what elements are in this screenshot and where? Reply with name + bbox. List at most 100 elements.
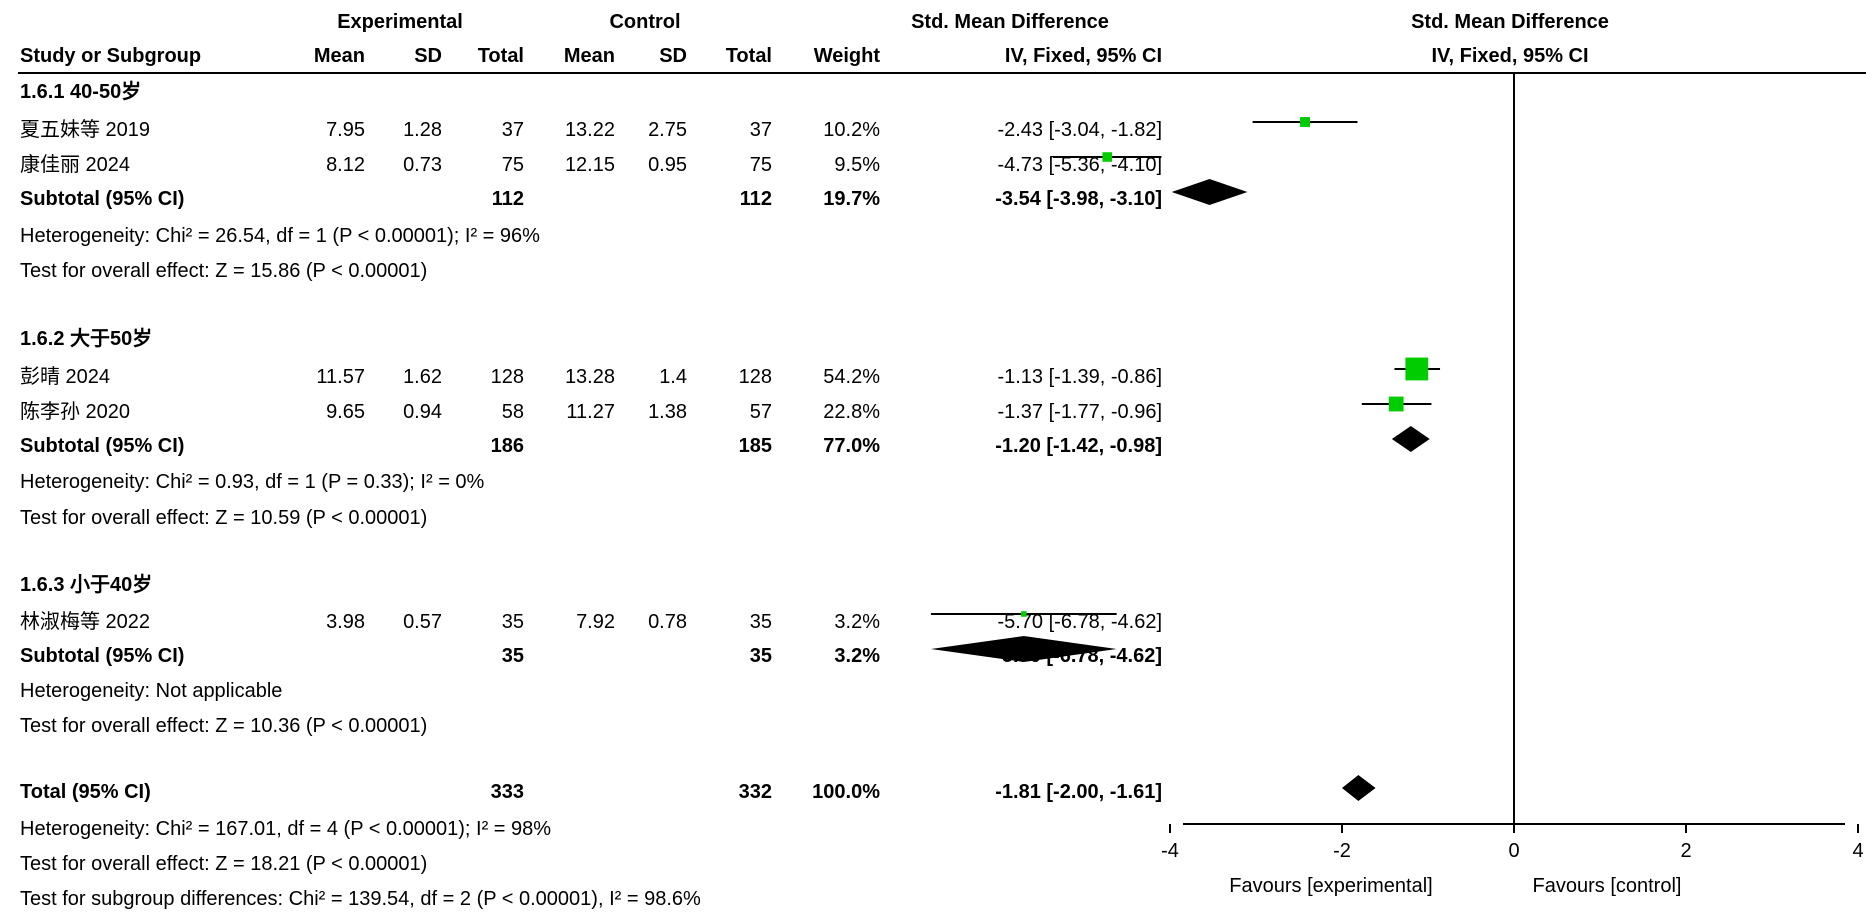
mean-c: 13.22 [564,119,615,141]
effect-ci: -1.13 [-1.39, -0.86] [997,366,1162,388]
sd-c: 0.95 [648,154,687,176]
effect-ci: -5.70 [-6.78, -4.62] [997,611,1162,633]
experimental-group-header: Experimental [337,11,463,33]
total-e: 37 [501,119,524,141]
subtotal-ci: -1.20 [-1.42, -0.98] [995,435,1162,457]
study-name: 夏五妹等 2019 [20,119,151,141]
sd-e: 0.94 [403,401,442,423]
study-point [1388,396,1404,412]
subtotal-label: Subtotal (95% CI) [20,435,185,457]
study-point [1300,117,1310,127]
sd-c: 2.75 [648,119,687,141]
sd-c-header: SD [659,45,687,67]
mean-e: 8.12 [326,154,365,176]
total-diamond [1342,775,1376,801]
study-name: 林淑梅等 2022 [20,611,151,633]
total-c: 57 [749,401,772,423]
study-name: 陈李孙 2020 [20,401,131,423]
total-e: 35 [501,611,524,633]
x-tick-label: -4 [1161,840,1179,862]
total-label: Total (95% CI) [20,781,151,803]
heterogeneity-text: Heterogeneity: Chi² = 26.54, df = 1 (P <… [20,225,540,247]
subtotal-total-e: 186 [490,435,524,457]
subgroup-title: 1.6.2 大于50岁 [20,328,153,350]
overall-effect-text: Test for overall effect: Z = 10.59 (P < … [20,507,428,529]
mean-e: 9.65 [326,401,365,423]
total-total-e: 333 [490,781,524,803]
effect-ci: -2.43 [-3.04, -1.82] [997,119,1162,141]
total-e: 128 [490,366,524,388]
total-c: 37 [749,119,772,141]
subtotal-weight: 3.2% [834,645,880,667]
subtotal-total-c: 35 [749,645,772,667]
sd-c: 1.38 [648,401,687,423]
subtotal-weight: 19.7% [823,188,880,210]
subtotal-total-e: 35 [501,645,524,667]
mean-c: 11.27 [566,401,615,423]
mean-c: 7.92 [576,611,615,633]
mean-e: 11.57 [316,366,365,388]
subtotal-label: Subtotal (95% CI) [20,645,185,667]
subgroup-differences-text: Test for subgroup differences: Chi² = 13… [20,888,701,910]
x-tick-label: -2 [1333,840,1351,862]
total-e: 58 [501,401,524,423]
weight: 54.2% [823,366,880,388]
weight: 3.2% [834,611,880,633]
study-point [1102,152,1112,162]
favours-control-label: Favours [control] [1533,875,1682,897]
total-c-header: Total [725,45,772,67]
sd-e: 1.28 [403,119,442,141]
effect-ci: -4.73 [-5.36, -4.10] [997,154,1162,176]
method-header-right: IV, Fixed, 95% CI [1431,45,1589,67]
mean-e: 7.95 [326,119,365,141]
total-c: 35 [749,611,772,633]
method-header-left: IV, Fixed, 95% CI [1004,45,1162,67]
weight: 22.8% [823,401,880,423]
weight: 9.5% [834,154,880,176]
sd-e: 1.62 [403,366,442,388]
subtotal-diamond [930,636,1117,662]
total-total-c: 332 [738,781,772,803]
weight-header: Weight [813,45,880,67]
mean-c: 12.15 [564,154,615,176]
sd-c: 0.78 [648,611,687,633]
x-tick-label: 2 [1680,840,1691,862]
mean-e-header: Mean [313,45,365,67]
effect-ci: -1.37 [-1.77, -0.96] [997,401,1162,423]
heterogeneity-text: Heterogeneity: Chi² = 0.93, df = 1 (P = … [20,471,485,493]
smd-header-left: Std. Mean Difference [911,11,1109,33]
study-name: 彭晴 2024 [20,366,111,388]
total-e: 75 [501,154,524,176]
weight: 10.2% [823,119,880,141]
favours-experimental-label: Favours [experimental] [1229,875,1432,897]
subtotal-total-e: 112 [491,188,524,210]
study-point [1405,357,1429,381]
sd-e: 0.57 [403,611,442,633]
subgroup-title: 1.6.3 小于40岁 [20,574,153,596]
sd-e-header: SD [414,45,442,67]
study-point [1021,611,1027,617]
study-name: 康佳丽 2024 [20,154,131,176]
mean-c-header: Mean [563,45,615,67]
total-ci: -1.81 [-2.00, -1.61] [995,781,1162,803]
sd-e: 0.73 [403,154,442,176]
total-heterogeneity-text: Heterogeneity: Chi² = 167.01, df = 4 (P … [20,818,552,840]
subtotal-label: Subtotal (95% CI) [20,188,185,210]
control-group-header: Control [609,11,681,33]
subtotal-diamond [1391,426,1430,452]
heterogeneity-text: Heterogeneity: Not applicable [20,680,283,702]
total-e-header: Total [477,45,524,67]
subtotal-total-c: 185 [738,435,772,457]
mean-c: 13.28 [564,366,615,388]
subtotal-ci: -3.54 [-3.98, -3.10] [995,188,1162,210]
total-weight: 100.0% [812,781,880,803]
subtotal-diamond [1171,179,1248,205]
x-tick-label: 0 [1508,840,1519,862]
overall-effect-text: Test for overall effect: Z = 10.36 (P < … [20,715,428,737]
study-column-header: Study or Subgroup [20,45,202,67]
header-rule [18,72,1866,74]
x-tick-label: 4 [1852,840,1863,862]
mean-e: 3.98 [326,611,365,633]
subgroup-title: 1.6.1 40-50岁 [20,81,142,103]
